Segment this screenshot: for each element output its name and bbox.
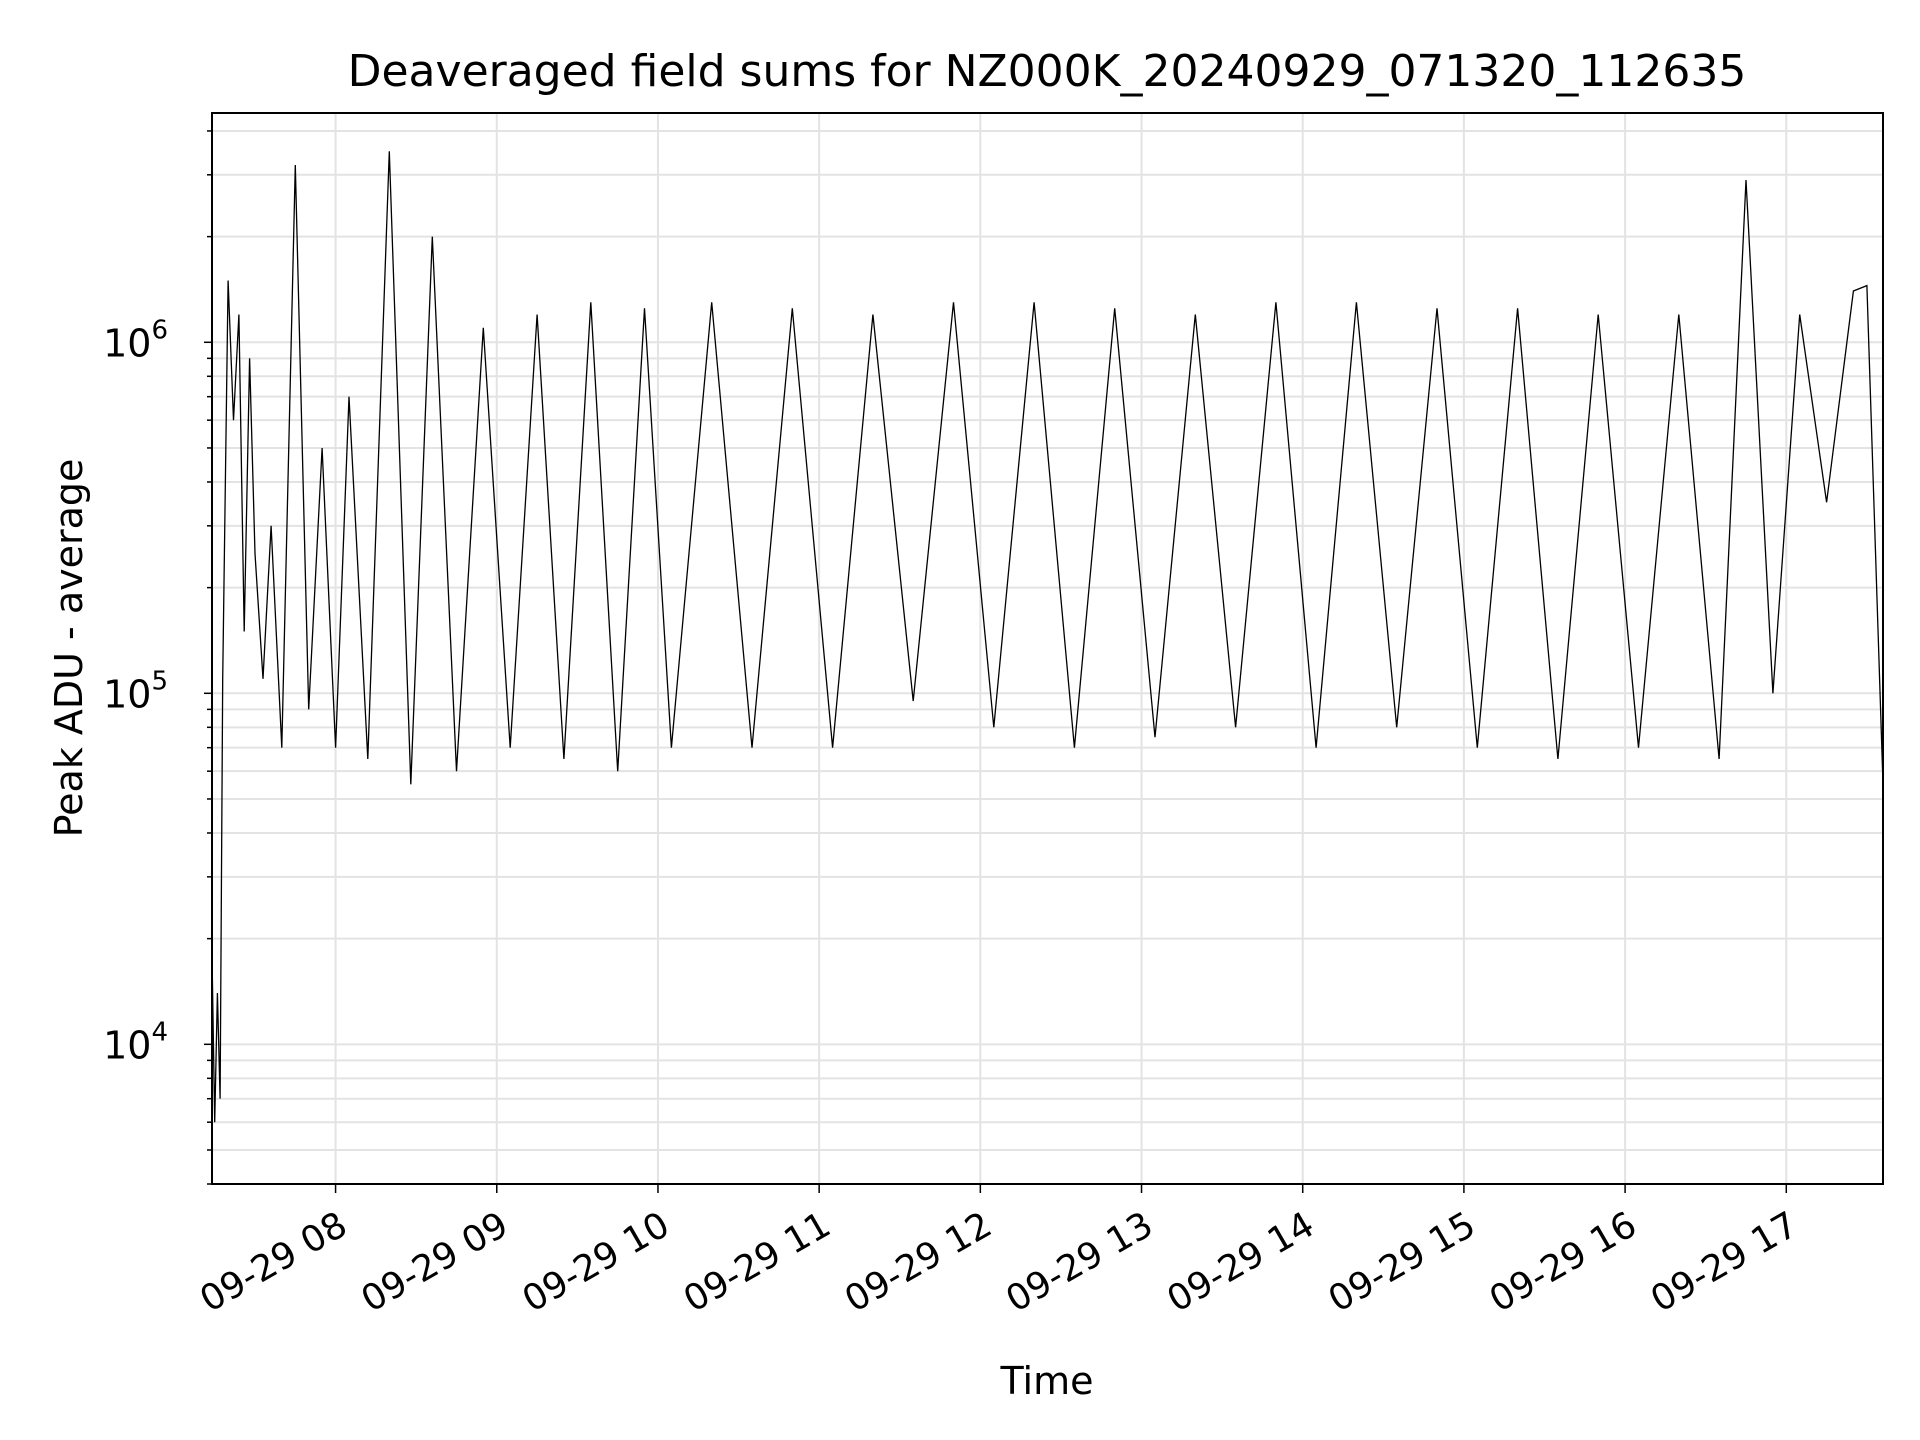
y-axis-label: Peak ADU - average bbox=[47, 459, 91, 838]
grid bbox=[212, 113, 1883, 1185]
y-axis: 104 105 106 bbox=[103, 130, 212, 1185]
x-axis-label: Time bbox=[1000, 1359, 1094, 1403]
plot-frame bbox=[211, 112, 1884, 1185]
y-tick-label: 105 bbox=[103, 666, 168, 716]
series-line bbox=[212, 151, 1883, 1123]
plot-area bbox=[212, 151, 1883, 1123]
chart-title: Deaveraged field sums for NZ000K_2024092… bbox=[348, 46, 1747, 97]
y-tick-label: 106 bbox=[103, 315, 168, 365]
y-tick-label: 104 bbox=[103, 1017, 168, 1067]
